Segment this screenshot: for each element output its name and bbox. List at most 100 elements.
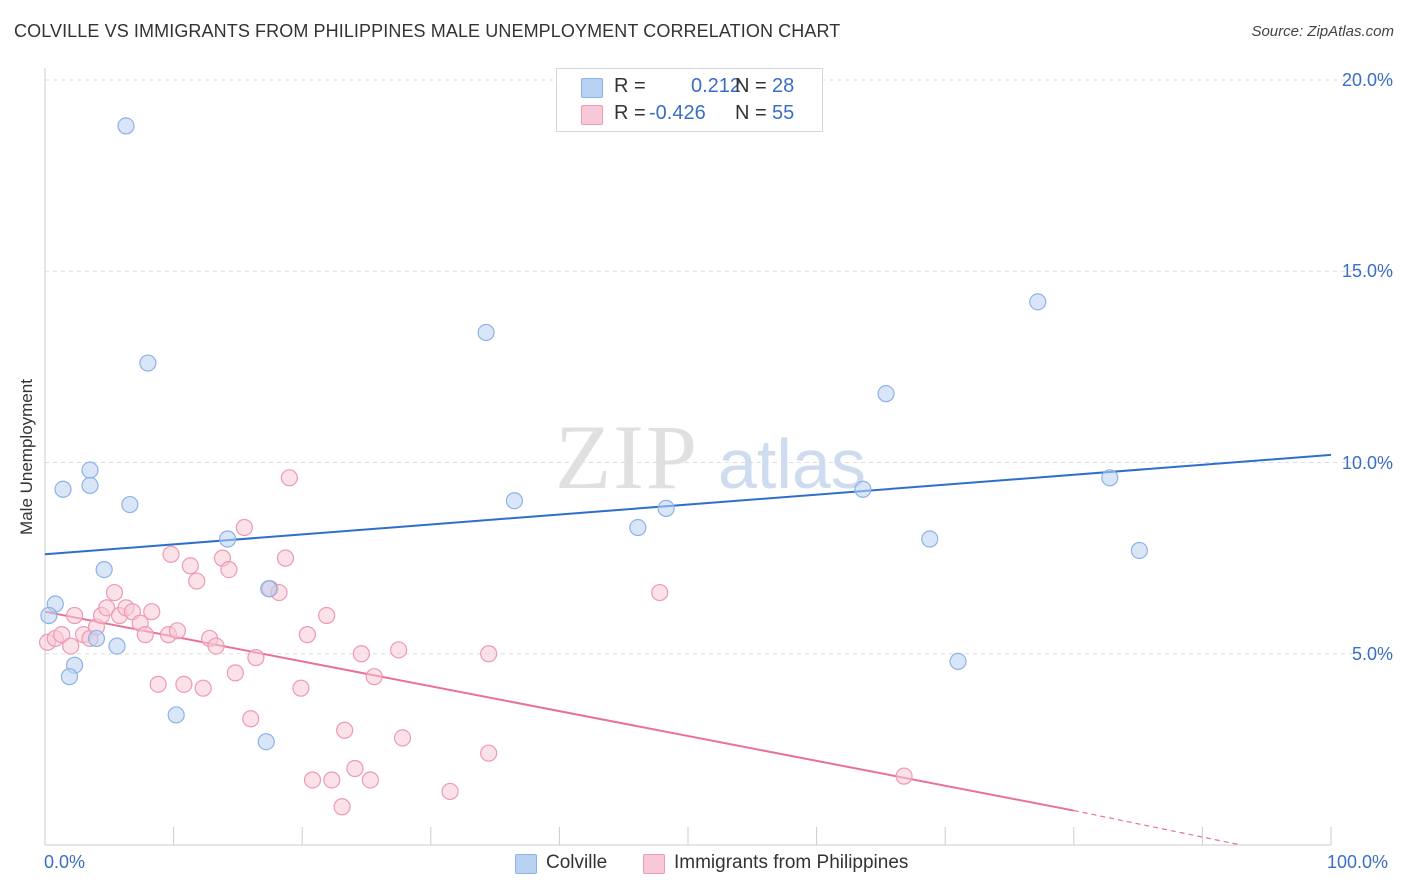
colville-point-19 [629,518,647,537]
colville-point-3 [54,480,72,498]
colville-point-1 [139,354,157,372]
philippines-point-23 [188,572,206,590]
philippines-point-50 [441,782,459,801]
philippines-point-45 [352,645,370,663]
philippines-point-24 [194,679,212,697]
y-tick-label-1: 10.0% [1341,452,1393,473]
philippines-point-53 [651,583,669,602]
trend-line-philippines [44,610,1074,812]
philippines-point-41 [323,771,341,789]
colville-point-17 [477,323,495,342]
philippines-point-21 [175,675,193,693]
philippines-point-26 [207,637,225,655]
colville-point-24 [949,652,967,671]
legend-r-label: R = [614,75,646,97]
y-tick-label-3: 20.0% [1341,70,1393,90]
colville-point-0 [117,117,135,135]
x-tick-label-min: 0.0% [44,852,86,872]
philippines-point-9 [98,599,116,617]
series-philippines [38,469,913,816]
philippines-point-17 [149,675,167,693]
legend-n-value-philippines: 55 [772,102,795,124]
philippines-point-40 [318,606,336,625]
philippines-point-10 [105,583,124,602]
philippines-point-42 [333,798,351,816]
philippines-point-30 [235,518,253,537]
legend-r-value-colville: 0.212 [691,75,742,97]
philippines-point-15 [136,626,154,644]
colville-point-27 [1130,541,1148,560]
legend-n-label: N = [735,102,767,124]
philippines-point-22 [181,557,199,575]
colville-point-21 [854,480,872,498]
colville-point-12 [108,637,126,655]
colville-point-7 [219,530,237,548]
philippines-point-32 [247,648,265,667]
colville-point-20 [657,499,675,517]
colville-point-26 [1101,469,1119,487]
philippines-point-2 [53,626,71,644]
colville-point-23 [921,530,939,548]
philippines-point-52 [480,645,498,663]
philippines-point-4 [65,606,84,625]
colville-point-4 [81,476,99,495]
legend-r-value-philippines: -0.426 [649,102,706,124]
source-label: Source: ZipAtlas.com [1251,23,1394,40]
philippines-point-47 [365,668,383,686]
philippines-point-48 [390,641,408,659]
grid-lines [45,79,1392,655]
philippines-point-38 [298,626,316,644]
philippines-point-39 [303,771,322,789]
philippines-point-37 [292,679,310,697]
correlation-legend: R = 0.212 N = 28 R = -0.426 N = 55 [556,68,823,132]
legend-r-label: R = [614,102,646,124]
bottom-legend-swatch-colville [515,854,537,874]
y-tick-label-0: 5.0% [1351,643,1393,664]
philippines-point-29 [226,664,244,682]
philippines-point-46 [361,771,379,789]
axes [44,68,1332,846]
colville-point-14 [60,668,79,686]
trend-line-philippines-extension [1073,809,1242,846]
colville-point-11 [87,629,106,648]
x-tick-label-max: 100.0% [1327,852,1389,872]
philippines-point-16 [143,603,161,621]
series-colville [40,117,1148,751]
colville-point-25 [1029,293,1047,311]
bottom-legend-swatch-philippines [643,854,665,874]
watermark-zip: ZIP [555,406,699,508]
philippines-point-35 [276,549,295,567]
philippines-point-20 [168,622,187,640]
philippines-point-3 [62,637,80,655]
chart-title: COLVILLE VS IMMIGRANTS FROM PHILIPPINES … [14,21,841,41]
legend-n-value-colville: 28 [772,75,795,97]
philippines-point-51 [480,744,498,762]
watermark-atlas: atlas [718,425,866,503]
y-axis-label: Male Unemployment [17,379,36,535]
colville-point-8 [260,580,278,598]
philippines-point-43 [336,721,354,739]
philippines-point-49 [393,729,412,747]
philippines-point-44 [346,759,364,778]
legend-n-label: N = [735,75,767,97]
philippines-point-54 [895,767,913,785]
philippines-point-36 [280,469,298,487]
philippines-point-28 [220,560,238,579]
watermark: ZIP atlas [555,406,866,508]
colville-point-2 [81,461,99,479]
trend-line-colville [44,453,1332,556]
colville-point-6 [95,560,113,579]
colville-point-5 [121,495,139,514]
trend-lines [44,453,1332,846]
y-tick-label-2: 15.0% [1341,261,1393,282]
philippines-point-31 [242,710,260,728]
colville-point-18 [505,492,523,510]
legend-swatch-colville [581,78,603,98]
philippines-point-19 [162,545,180,563]
colville-point-10 [40,606,58,625]
legend-swatch-philippines [581,105,603,125]
bottom-legend-label-colville: Colville [546,852,608,873]
colville-point-15 [167,706,185,724]
bottom-legend-label-philippines: Immigrants from Philippines [674,852,909,873]
